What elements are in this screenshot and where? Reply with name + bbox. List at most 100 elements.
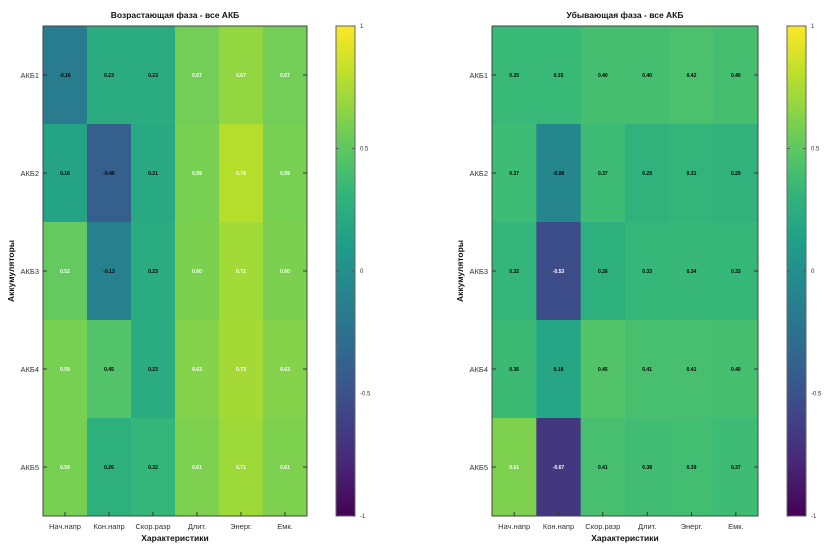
heatmap-cell [669,26,715,125]
x-tick-label: Энерг. [681,522,703,531]
cell-value-label: 0.32 [148,465,158,471]
heatmap-cell [263,320,308,419]
heatmap-cell [131,124,176,223]
x-tick-label: Емк. [728,522,744,531]
heatmap-cell [625,320,670,419]
heatmap-cell [87,222,132,321]
cell-value-label: 0.29 [642,171,652,177]
heatmap-cell [43,418,88,517]
x-tick-label: Скор.разр [585,522,620,531]
x-axis-label: Характеристики [591,533,658,543]
heatmap-cell [669,222,715,321]
cell-value-label: 0.73 [236,367,246,373]
cell-value-label: 0.41 [642,367,652,373]
x-tick-label: Длит. [638,522,656,531]
cell-value-label: 0.52 [60,269,70,275]
colorbar-tick-label: 1 [811,24,815,30]
cell-value-label: 0.33 [642,269,652,275]
heatmap-cell [492,124,537,223]
heatmap-cell [43,222,88,321]
heatmap-cell [131,222,176,321]
colorbar-tick-label: 0.5 [811,147,820,153]
heatmap-cell [219,124,264,223]
cell-value-label: 0.37 [509,171,519,177]
heatmap-cell [87,418,132,517]
cell-value-label: -0.16 [59,73,71,79]
cell-value-label: 0.38 [642,465,652,471]
cell-value-label: 0.41 [598,465,608,471]
heatmap-cell [492,320,537,419]
y-tick-label: АКБ1 [470,71,488,80]
heatmap-cell [87,26,132,125]
cell-value-label: -0.67 [553,465,565,471]
cell-value-label: -0.53 [553,269,565,275]
heatmap-cell [580,418,626,517]
heatmap-cell [536,124,582,223]
cell-value-label: 0.67 [236,73,246,79]
cell-value-label: 0.39 [687,465,697,471]
heatmap-cell [263,418,308,517]
x-tick-label: Длит. [188,522,206,531]
heatmap-cell [713,124,759,223]
cell-value-label: 0.59 [280,171,290,177]
colorbar-tick-label: -0.5 [360,392,371,398]
cell-value-label: 0.61 [280,465,290,471]
cell-value-label: 0.71 [236,465,246,471]
cell-value-label: 0.18 [554,367,564,373]
heatmap-cell [580,124,626,223]
y-tick-label: АКБ4 [470,365,488,374]
heatmap-cell [536,418,582,517]
x-tick-label: Емк. [277,522,293,531]
x-tick-label: Энерг. [230,522,252,531]
heatmap-cell [713,320,759,419]
y-tick-label: АКБ4 [21,365,39,374]
heatmap-cell [219,26,264,125]
cell-value-label: -0.08 [553,171,565,177]
cell-value-label: 0.57 [280,73,290,79]
cell-value-label: 0.57 [192,73,202,79]
heatmap-cell [131,418,176,517]
heatmap-cell [219,222,264,321]
heatmap-cell [43,320,88,419]
heatmap-cell [580,320,626,419]
cell-value-label: 0.23 [104,73,114,79]
heatmap-cell [175,320,220,419]
x-axis-label: Характеристики [141,533,208,543]
heatmap-cell [87,124,132,223]
cell-value-label: 0.61 [192,465,202,471]
cell-value-label: -0.40 [103,171,115,177]
heatmap-cell [175,26,220,125]
cell-value-label: 0.37 [598,171,608,177]
colorbar-tick-label: 0 [360,269,364,275]
y-axis-label: Аккумуляторы [6,240,16,302]
cell-value-label: 0.37 [731,465,741,471]
x-tick-label: Нач.напр [498,522,530,531]
heatmap-cell [536,26,582,125]
heatmap-cell [669,418,715,517]
y-tick-label: АКБ5 [21,463,39,472]
heatmap-cell [492,26,537,125]
heatmap-cell [175,222,220,321]
heatmap-cell [625,124,670,223]
x-tick-label: Нач.напр [49,522,81,531]
heatmap-cell [43,124,88,223]
cell-value-label: 0.35 [554,73,564,79]
cell-value-label: 0.42 [687,73,697,79]
x-tick-label: Кон.напр [543,522,574,531]
chart-title: Убывающая фаза - все АКБ [567,10,684,20]
heatmap-cell [713,26,759,125]
heatmap-cell [669,320,715,419]
heatmap-cell [536,320,582,419]
cell-value-label: 0.33 [731,269,741,275]
cell-value-label: 0.78 [236,171,246,177]
heatmap-cell [536,222,582,321]
heatmap-panel-1: -0.16 0.23 0.23 0.57 0.67 0.57 0.16 -0.40 0.21 0.… [6,10,371,543]
x-tick-label: Кон.напр [93,522,124,531]
y-axis-label: Аккумуляторы [455,240,465,302]
cell-value-label: 0.26 [598,269,608,275]
heatmap-cell [219,418,264,517]
cell-value-label: 0.26 [104,465,114,471]
heatmap-cell [131,320,176,419]
chart-title: Возрастающая фаза - все АКБ [111,10,240,20]
y-tick-label: АКБ2 [21,169,39,178]
